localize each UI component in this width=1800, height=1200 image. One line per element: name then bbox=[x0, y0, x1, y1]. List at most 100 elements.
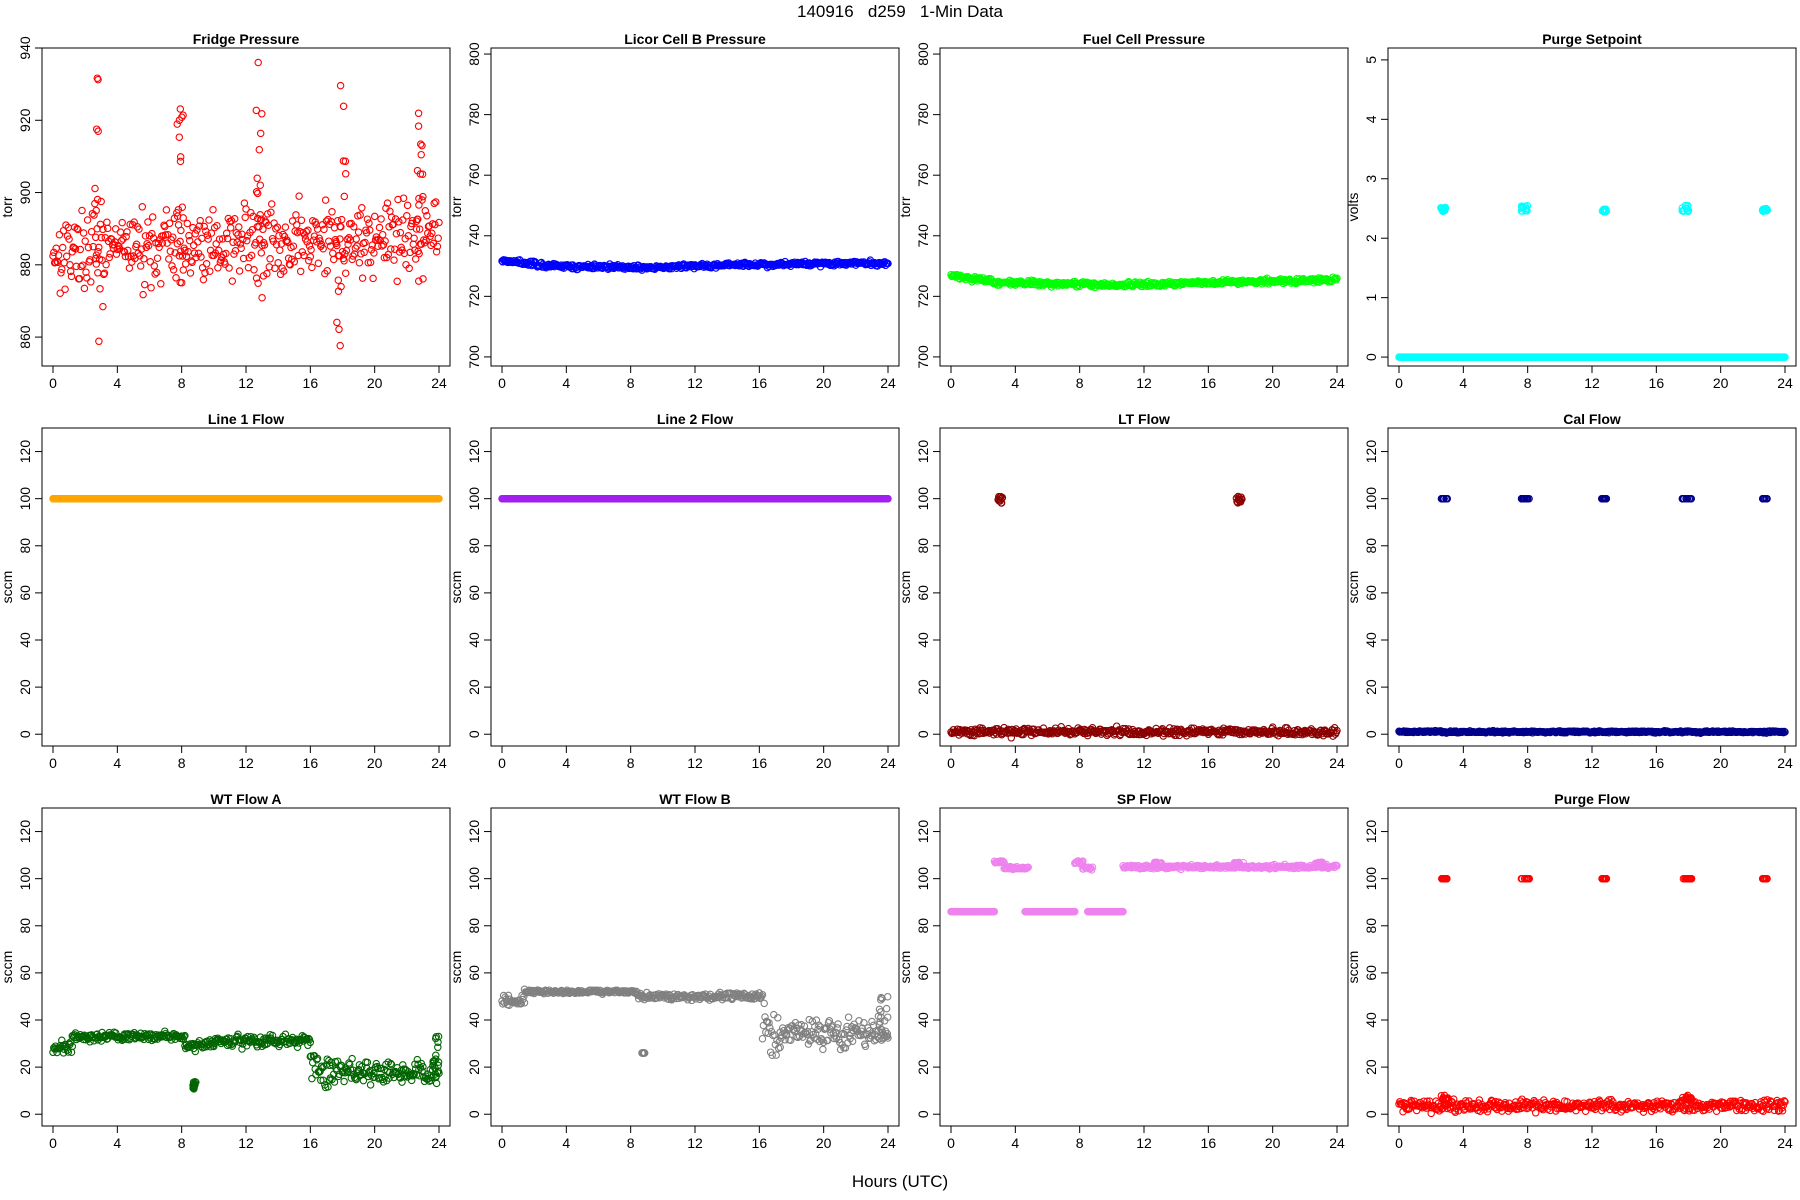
plot-frame bbox=[1387, 47, 1797, 367]
chart-title: Fuel Cell Pressure bbox=[1083, 31, 1205, 47]
y-tick-label: 940 bbox=[17, 36, 33, 60]
data-point bbox=[603, 262, 612, 270]
y-tick-label: 760 bbox=[915, 163, 931, 187]
data-point bbox=[262, 219, 270, 227]
data-point bbox=[173, 120, 181, 128]
data-point bbox=[56, 289, 64, 297]
data-point bbox=[157, 280, 165, 288]
data-point bbox=[1762, 206, 1771, 215]
data-point bbox=[418, 141, 426, 150]
x-tick-label: 8 bbox=[178, 755, 186, 771]
data-point bbox=[323, 267, 331, 275]
data-point bbox=[169, 266, 178, 274]
y-tick-label: 800 bbox=[915, 42, 931, 66]
x-tick-label: 24 bbox=[431, 375, 447, 391]
data-point bbox=[288, 255, 296, 264]
x-tick-label: 0 bbox=[947, 375, 955, 391]
data-point bbox=[394, 195, 402, 204]
chart-title: Licor Cell B Pressure bbox=[624, 31, 766, 47]
data-point bbox=[79, 261, 87, 269]
data-point bbox=[339, 157, 348, 165]
data-point bbox=[435, 494, 443, 503]
y-tick-label: 800 bbox=[466, 42, 482, 66]
chart-title: Line 2 Flow bbox=[657, 411, 733, 427]
x-tick-label: 20 bbox=[816, 1135, 832, 1151]
data-point bbox=[140, 255, 148, 263]
data-point bbox=[304, 226, 312, 235]
x-tick-label: 4 bbox=[562, 755, 570, 771]
data-point bbox=[154, 239, 163, 248]
data-point bbox=[1333, 274, 1341, 283]
y-tick-label: 100 bbox=[17, 487, 33, 511]
plot-frame bbox=[939, 47, 1349, 367]
data-point bbox=[1087, 279, 1095, 288]
x-tick-label: 24 bbox=[1329, 375, 1345, 391]
data-point bbox=[247, 251, 256, 260]
data-point bbox=[288, 217, 297, 225]
data-point bbox=[237, 244, 245, 252]
data-point bbox=[358, 204, 366, 212]
y-tick-label: 20 bbox=[17, 679, 33, 695]
data-point bbox=[316, 237, 324, 245]
series-points bbox=[947, 492, 1341, 742]
data-point bbox=[319, 244, 327, 253]
y-tick-label: 20 bbox=[466, 679, 482, 695]
x-tick-label: 12 bbox=[687, 375, 703, 391]
data-point bbox=[403, 212, 411, 220]
data-point bbox=[292, 211, 300, 219]
x-tick-label: 16 bbox=[752, 755, 768, 771]
data-point bbox=[290, 258, 299, 266]
x-tick-label: 0 bbox=[498, 1135, 506, 1151]
data-point bbox=[222, 229, 231, 238]
data-point bbox=[194, 238, 202, 246]
data-point bbox=[422, 236, 430, 244]
data-point bbox=[302, 227, 311, 236]
data-point bbox=[186, 269, 195, 277]
x-tick-label: 8 bbox=[627, 755, 635, 771]
y-tick-label: 40 bbox=[915, 632, 931, 648]
data-point bbox=[73, 224, 81, 233]
data-point bbox=[1682, 204, 1691, 212]
data-point bbox=[365, 219, 373, 227]
data-point bbox=[253, 174, 261, 183]
data-point bbox=[145, 231, 154, 240]
y-axis-label: sccm bbox=[1345, 571, 1361, 604]
data-point bbox=[353, 242, 361, 250]
data-point bbox=[366, 258, 375, 267]
plot-frame bbox=[490, 47, 900, 367]
data-point bbox=[93, 195, 102, 204]
data-point bbox=[417, 150, 425, 159]
data-point bbox=[179, 111, 187, 119]
data-point bbox=[206, 267, 214, 275]
data-point bbox=[267, 200, 276, 208]
y-tick-label: 120 bbox=[17, 440, 33, 464]
y-tick-label: 60 bbox=[466, 585, 482, 601]
data-point bbox=[345, 234, 353, 242]
y-axis-label: torr bbox=[897, 196, 913, 217]
data-point bbox=[340, 257, 348, 265]
data-point bbox=[348, 1054, 356, 1063]
data-point bbox=[387, 245, 395, 253]
y-tick-label: 100 bbox=[466, 867, 482, 891]
y-tick-label: 40 bbox=[17, 1012, 33, 1028]
data-point bbox=[250, 266, 258, 274]
data-point bbox=[350, 222, 358, 231]
x-tick-label: 12 bbox=[1584, 755, 1600, 771]
data-point bbox=[259, 272, 268, 280]
data-point bbox=[49, 252, 57, 260]
x-tick-label: 0 bbox=[498, 375, 506, 391]
x-tick-label: 8 bbox=[1524, 375, 1532, 391]
y-tick-label: 120 bbox=[466, 820, 482, 844]
data-point bbox=[334, 287, 343, 295]
data-point bbox=[176, 157, 185, 166]
x-tick-label: 24 bbox=[1329, 755, 1345, 771]
data-point bbox=[320, 225, 328, 234]
y-tick-label: 100 bbox=[17, 867, 33, 891]
data-point bbox=[215, 235, 224, 243]
data-point bbox=[355, 258, 364, 267]
data-point bbox=[192, 253, 200, 262]
